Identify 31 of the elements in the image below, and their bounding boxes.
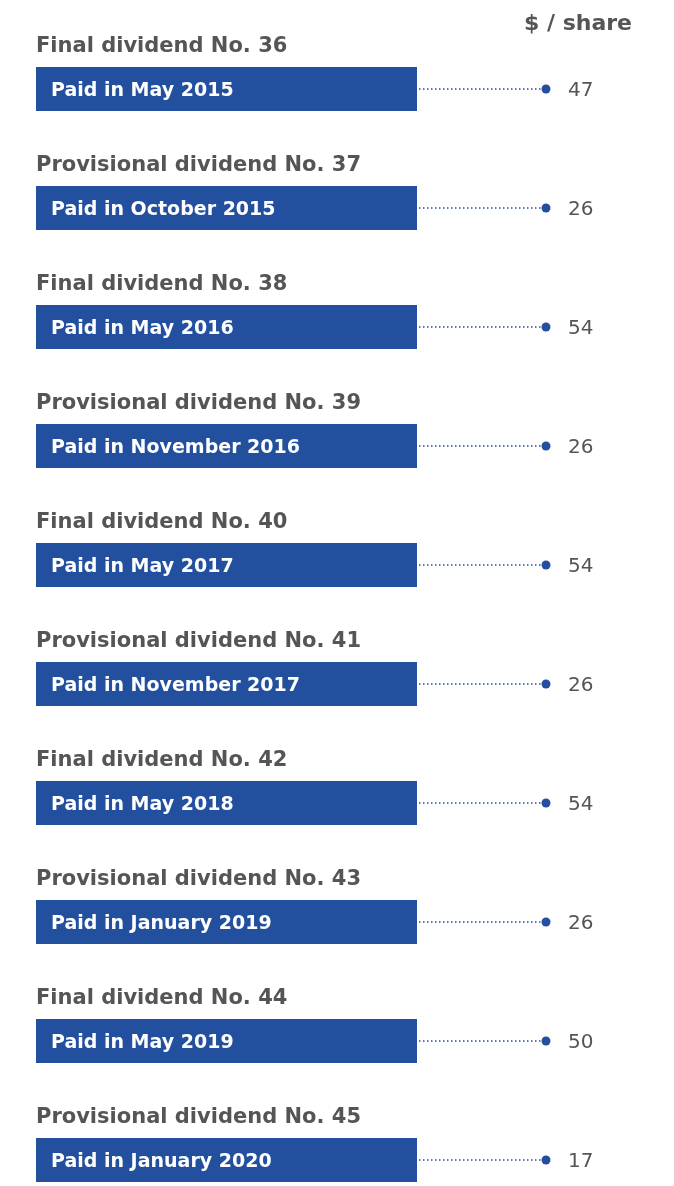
data-label: 26 [568,910,594,934]
category-label: Paid in May 2019 [51,1030,234,1052]
text: Final dividend No. 36 [36,33,288,57]
category-label: Paid in October 2015 [51,197,276,219]
category-label: Paid in May 2015 [51,78,234,100]
data-label: 54 [568,553,594,577]
data-label: 54 [568,791,594,815]
text: Final dividend No. 40 [36,509,288,533]
text: Provisional dividend No. 43 [36,866,362,890]
category-label: Paid in November 2017 [51,673,300,695]
text: Final dividend No. 42 [36,747,288,771]
text: Final dividend No. 38 [36,271,288,295]
category-label: Paid in May 2018 [51,792,234,814]
data-label: 47 [568,77,594,101]
text: Provisional dividend No. 37 [36,152,362,176]
data-label: 54 [568,315,594,339]
data-label: 26 [568,672,594,696]
text: Provisional dividend No. 45 [36,1104,362,1128]
data-label: 26 [568,434,594,458]
text: Final dividend No. 44 [36,985,288,1009]
category-label: Paid in May 2017 [51,554,234,576]
text: Provisional dividend No. 41 [36,628,362,652]
category-label: Paid in May 2016 [51,316,234,338]
text: Provisional dividend No. 39 [36,390,362,414]
category-label: Paid in November 2016 [51,435,300,457]
category-label: Paid in January 2019 [51,911,272,933]
data-label: 50 [568,1029,594,1053]
data-label: 17 [568,1148,594,1172]
text: $ / share [523,10,633,35]
category-label: Paid in January 2020 [51,1149,272,1171]
data-label: 26 [568,196,594,220]
